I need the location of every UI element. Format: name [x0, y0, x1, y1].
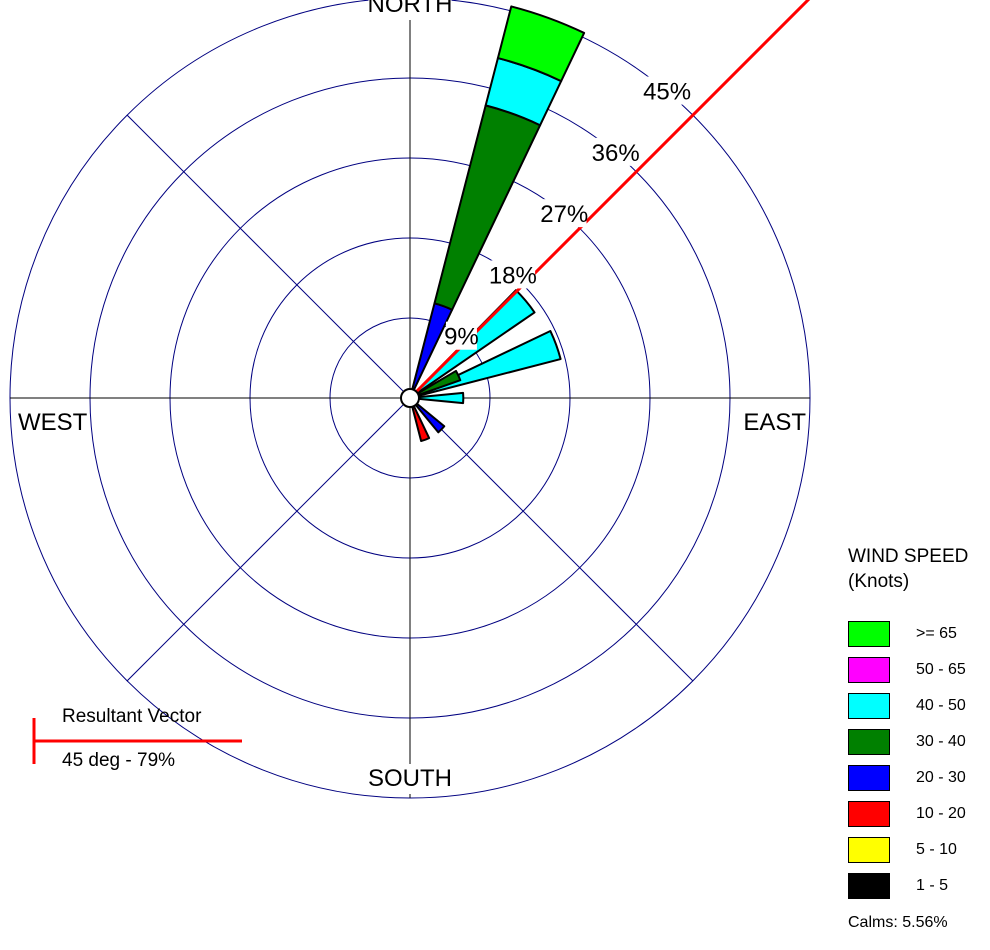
petal-20-seg-3 [496, 5, 586, 83]
ring-label-bg-5 [644, 76, 690, 105]
legend-swatch [848, 693, 890, 719]
ring-label-2: 18% [489, 262, 537, 289]
polar-grid [9, 0, 811, 799]
legend-subtitle-text: (Knots) [848, 571, 910, 592]
legend-label: 1 - 5 [916, 877, 949, 894]
legend-title: WIND SPEED (Knots) [848, 544, 968, 594]
legend-swatch [848, 765, 890, 791]
legend-item: >= 65 [848, 620, 957, 648]
ring-label-3: 27% [540, 201, 588, 228]
legend-item: 20 - 30 [848, 764, 966, 792]
direction-label-bg-south [368, 764, 452, 794]
legend-item: 5 - 10 [848, 836, 957, 864]
legend-label: 5 - 10 [916, 841, 957, 858]
grid-spoke-225 [126, 397, 411, 682]
legend-swatch [848, 729, 890, 755]
petal-65-seg-0 [409, 369, 462, 399]
legend-item: 50 - 65 [848, 656, 966, 684]
wind-petals [409, 5, 586, 443]
legend-swatch [848, 621, 890, 647]
legend-item: 10 - 20 [848, 800, 966, 828]
legend-label: 40 - 50 [916, 697, 966, 714]
legend-item: 30 - 40 [848, 728, 966, 756]
grid-spoke-135 [409, 397, 694, 682]
direction-label-north: NORTH [368, 0, 453, 18]
petal-160-seg-0 [409, 397, 431, 443]
direction-label-south: SOUTH [368, 765, 452, 792]
direction-label-east: EAST [743, 409, 806, 436]
ring-label-bg-1 [445, 321, 477, 350]
ring-label-bg-3 [542, 199, 587, 228]
legend-label: 10 - 20 [916, 805, 966, 822]
resultant-vector-title: Resultant Vector [62, 706, 202, 727]
direction-label-bg-north [368, 0, 452, 20]
calm-center-circle [400, 388, 420, 408]
legend-label: >= 65 [916, 625, 957, 642]
grid-spoke-315 [126, 114, 411, 399]
ring-label-4: 36% [592, 140, 640, 167]
legend-item: 1 - 5 [848, 872, 948, 900]
legend-label: 50 - 65 [916, 661, 966, 678]
legend-swatch [848, 657, 890, 683]
petal-90-seg-0 [409, 391, 465, 405]
resultant-vector [408, 0, 811, 400]
ring-label-5: 45% [643, 79, 691, 106]
legend-title-text: WIND SPEED [848, 546, 969, 567]
ring-label-bg-2 [490, 260, 536, 289]
direction-label-west: WEST [18, 409, 88, 436]
legend-swatch [848, 873, 890, 899]
calms-label: Calms: 5.56% [848, 914, 948, 931]
resultant-vector-line [408, 0, 811, 400]
direction-label-bg-east [738, 408, 806, 438]
ring-label-1: 9% [444, 324, 479, 351]
legend-label: 20 - 30 [916, 769, 966, 786]
petal-135-seg-0 [409, 397, 446, 434]
ring-label-bg-4 [593, 137, 638, 166]
legend-label: 30 - 40 [916, 733, 966, 750]
legend-swatch [848, 801, 890, 827]
legend-item: 40 - 50 [848, 692, 966, 720]
chart-labels: 9% 18% 27% 36% 45% NORTH EAST SOUTH WEST [18, 0, 806, 794]
resultant-vector-value: 45 deg - 79% [62, 750, 176, 771]
legend-swatch [848, 837, 890, 863]
direction-label-bg-west [18, 408, 86, 438]
